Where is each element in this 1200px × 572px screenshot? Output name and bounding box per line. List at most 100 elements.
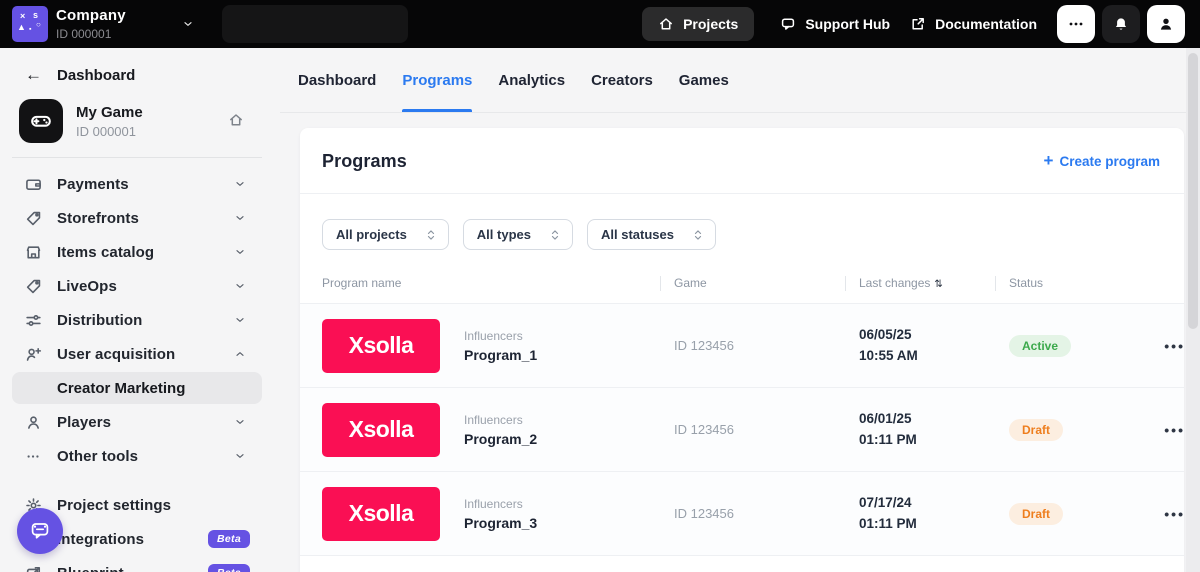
- chevron-updown-icon: [694, 229, 702, 240]
- back-label: Dashboard: [57, 66, 136, 84]
- project-switcher[interactable]: My Game ID 000001: [19, 99, 280, 143]
- sidebar-item-label: LiveOps: [57, 277, 117, 295]
- topbar-project-slot[interactable]: [222, 5, 408, 43]
- documentation-button[interactable]: Documentation: [910, 16, 1037, 32]
- sidebar-divider: [12, 157, 262, 158]
- card-header: Programs + Create program: [300, 128, 1184, 193]
- game-id: ID 123456: [674, 422, 734, 437]
- table-header: Program name Game Last changes ⇅ Status: [300, 276, 1184, 303]
- sidebar-item-payments[interactable]: Payments: [0, 167, 280, 201]
- tab-programs[interactable]: Programs: [402, 48, 473, 112]
- programs-card: Programs + Create program All projects A…: [300, 128, 1184, 572]
- table-row[interactable]: Xsolla Influencers Program_1 ID 123456 0…: [300, 304, 1184, 388]
- projects-button[interactable]: Projects: [642, 7, 755, 41]
- game-id: ID 123456: [674, 506, 734, 521]
- plus-icon: +: [1043, 151, 1054, 170]
- table-row[interactable]: Xsolla Influencers Program_3 ID 123456 0…: [300, 472, 1184, 556]
- topbar: × s ▲ ▪ ○ Company ID 000001 Projects Sup…: [0, 0, 1200, 48]
- sidebar-item-integrations[interactable]: Integrations Beta: [0, 522, 280, 556]
- topbar-actions: Projects Support Hub Documentation: [642, 0, 1185, 48]
- column-status: Status: [995, 276, 1145, 291]
- sliders-icon: [25, 312, 42, 329]
- support-chat-fab[interactable]: [17, 508, 63, 554]
- chevron-updown-icon: [427, 229, 434, 240]
- sort-icon[interactable]: ⇅: [934, 279, 943, 290]
- store-icon: [26, 245, 41, 259]
- gamepad-icon: [19, 99, 63, 143]
- chevron-updown-icon: [425, 229, 437, 241]
- company-name: Company: [56, 7, 126, 24]
- support-label: Support Hub: [805, 16, 891, 32]
- program-logo: Xsolla: [322, 402, 440, 457]
- program-type: Influencers: [464, 412, 523, 427]
- logo-glyph: ×: [20, 11, 26, 21]
- tab-analytics[interactable]: Analytics: [498, 71, 566, 89]
- tab-bar: Dashboard Programs Analytics Creators Ga…: [298, 48, 729, 112]
- ellipsis-icon: [25, 449, 42, 464]
- row-actions-button[interactable]: •••: [1164, 505, 1184, 522]
- chevron-down-icon: [236, 318, 244, 322]
- notifications-button[interactable]: [1102, 5, 1140, 43]
- tag-icon: [25, 210, 42, 227]
- chevron-down-icon: [234, 416, 246, 428]
- sliders-icon: [26, 314, 41, 326]
- tag-icon: [26, 211, 41, 225]
- sidebar-item-creator-marketing-selected[interactable]: Creator Marketing: [12, 372, 262, 404]
- logo-glyph: ▲: [17, 22, 26, 32]
- last-changed: 06/01/25 01:11 PM: [859, 410, 917, 447]
- user-icon: [25, 414, 42, 431]
- sidebar-item-liveops[interactable]: LiveOps: [0, 269, 280, 303]
- sidebar: ← Dashboard My Game ID 000001 Payments S…: [0, 48, 280, 572]
- sidebar-item-label: Distribution: [57, 311, 143, 329]
- tab-games[interactable]: Games: [678, 71, 729, 89]
- more-menu-button: [1069, 22, 1083, 26]
- projects-button: [660, 18, 673, 30]
- row-actions-button[interactable]: •••: [1164, 421, 1184, 438]
- create-program-label: Create program: [1059, 154, 1160, 169]
- sidebar-item-blueprint[interactable]: Blueprint Beta: [0, 556, 280, 572]
- home-icon[interactable]: [228, 112, 244, 133]
- scrollbar-thumb[interactable]: [1188, 53, 1198, 329]
- sidebar-item-label: Integrations: [57, 530, 145, 548]
- sidebar-item-project-settings[interactable]: Project settings: [0, 488, 280, 522]
- account-button[interactable]: [1147, 5, 1185, 43]
- sidebar-item-user-acquisition[interactable]: User acquisition: [0, 337, 280, 371]
- filter-projects-select[interactable]: All projects: [322, 219, 449, 250]
- tab-dashboard[interactable]: Dashboard: [298, 71, 377, 89]
- logo-glyph: ○: [36, 20, 41, 29]
- chevron-down-icon: [236, 454, 244, 458]
- company-logo[interactable]: × s ▲ ▪ ○: [12, 6, 48, 42]
- tab-creators[interactable]: Creators: [591, 71, 653, 89]
- filter-value: All statuses: [600, 227, 674, 242]
- projects-label: Projects: [683, 16, 739, 32]
- status-badge: Active: [1009, 334, 1072, 357]
- sidebar-item-players[interactable]: Players: [0, 405, 280, 439]
- chevron-down-icon: [234, 212, 246, 224]
- sidebar-item-items-catalog[interactable]: Items catalog: [0, 235, 280, 269]
- sidebar-item-label: Items catalog: [57, 243, 155, 261]
- sidebar-item-other-tools[interactable]: Other tools: [0, 439, 280, 473]
- support-hub-button[interactable]: Support Hub: [780, 16, 890, 32]
- filter-value: All projects: [336, 227, 407, 242]
- user-icon: [28, 415, 39, 429]
- table-header-divider: [300, 303, 1184, 304]
- wallet-icon: [26, 178, 41, 190]
- chevron-down-icon: [234, 246, 246, 258]
- filter-types-select[interactable]: All types: [462, 219, 573, 250]
- filter-statuses-select[interactable]: All statuses: [586, 219, 716, 250]
- row-actions-button[interactable]: •••: [1164, 337, 1184, 354]
- tag-icon: [25, 278, 42, 295]
- sidebar-item-storefronts[interactable]: Storefronts: [0, 201, 280, 235]
- sidebar-item-label: Project settings: [57, 496, 172, 514]
- column-last-changes: Last changes ⇅: [845, 276, 995, 291]
- launch-icon: [26, 566, 41, 572]
- launch-icon: [25, 565, 42, 572]
- store-icon: [25, 244, 42, 261]
- back-to-dashboard[interactable]: ← Dashboard: [0, 48, 280, 85]
- chevron-down-icon[interactable]: [182, 17, 194, 35]
- user-plus-icon: [26, 347, 42, 361]
- more-menu-button[interactable]: [1057, 5, 1095, 43]
- table-row[interactable]: Xsolla Influencers Program_2 ID 123456 0…: [300, 388, 1184, 472]
- sidebar-item-distribution[interactable]: Distribution: [0, 303, 280, 337]
- create-program-button[interactable]: + Create program: [1043, 151, 1160, 170]
